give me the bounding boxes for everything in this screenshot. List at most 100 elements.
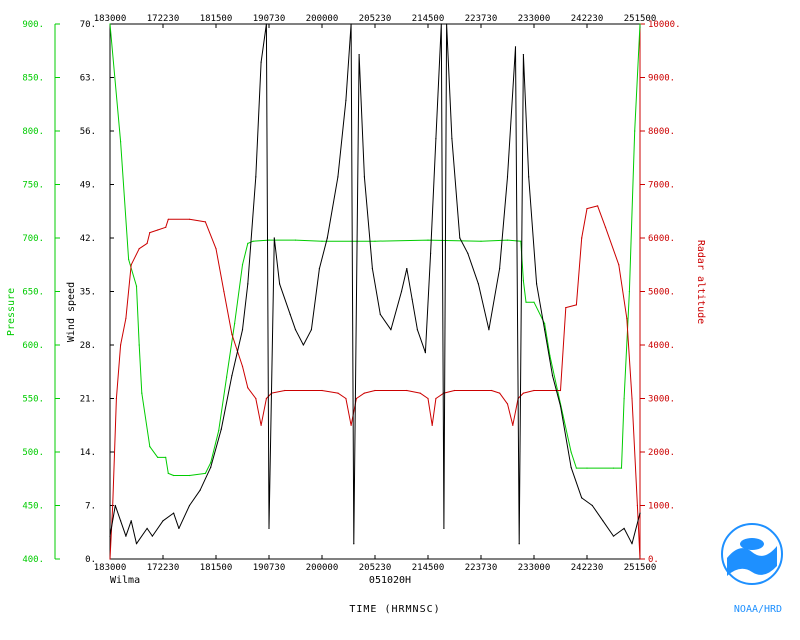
x-tick-label-bottom: 205230 (359, 563, 392, 573)
pressure-axis-title: Pressure (6, 288, 17, 336)
data-point-radar-altitude (125, 317, 127, 319)
data-point-wind-speed (199, 489, 201, 491)
data-point-wind-speed (350, 23, 352, 25)
data-point-pressure (520, 240, 522, 242)
data-point-wind-speed (255, 176, 257, 178)
data-point-radar-altitude (586, 208, 588, 210)
pressure-tick-label: 700. (22, 234, 44, 244)
data-point-radar-altitude (247, 387, 249, 389)
data-point-wind-speed (544, 329, 546, 331)
data-point-wind-speed (639, 512, 641, 514)
data-point-radar-altitude (512, 424, 514, 426)
logo-text: NOAA/HRD (734, 604, 782, 615)
data-point-wind-speed (602, 520, 604, 522)
data-point-pressure (149, 446, 151, 448)
data-point-wind-speed (390, 329, 392, 331)
data-point-radar-altitude (435, 397, 437, 400)
data-point-wind-speed (326, 237, 328, 239)
date-label: 051020H (369, 575, 411, 586)
x-tick-label-top: 183000 (94, 14, 127, 24)
data-point-radar-altitude (491, 389, 493, 392)
data-point-pressure (639, 23, 641, 25)
data-point-pressure (634, 130, 636, 132)
data-point-wind-speed (173, 512, 175, 514)
data-point-radar-altitude (115, 397, 117, 400)
altitude-tick-label: 10000. (648, 20, 681, 30)
data-point-wind-speed (424, 352, 426, 354)
data-point-radar-altitude (345, 397, 347, 400)
data-point-pressure (525, 301, 527, 303)
data-point-radar-altitude (522, 392, 525, 394)
data-point-radar-altitude (639, 558, 641, 560)
data-point-wind-speed (265, 23, 267, 25)
data-point-wind-speed (162, 520, 164, 522)
x-tick-label-bottom: 223730 (465, 563, 498, 573)
x-tick-label-bottom: 200000 (306, 563, 339, 573)
data-point-pressure (533, 301, 535, 303)
data-point-wind-speed (302, 344, 304, 346)
pressure-tick-label: 800. (22, 127, 44, 137)
data-point-pressure (612, 467, 615, 469)
x-tick-label-bottom: 190730 (253, 563, 286, 573)
x-tick-label-bottom: 242230 (571, 563, 604, 573)
altitude-tick-label: 5000. (648, 288, 675, 298)
data-point-pressure (173, 474, 175, 477)
data-point-wind-speed (536, 283, 538, 285)
data-point-pressure (141, 392, 143, 394)
pressure-tick-label: 650. (22, 288, 44, 298)
x-tick-label-top: 214500 (412, 14, 445, 24)
data-point-pressure (241, 264, 244, 266)
x-tick-label-bottom: 233000 (518, 563, 551, 573)
data-point-wind-speed (273, 237, 275, 239)
data-point-pressure (128, 258, 130, 260)
data-point-wind-speed (631, 543, 633, 545)
data-point-radar-altitude (165, 226, 167, 228)
data-point-wind-speed (581, 497, 583, 499)
data-point-radar-altitude (260, 424, 262, 426)
pressure-tick-label: 500. (22, 448, 44, 458)
data-point-radar-altitude (636, 504, 639, 507)
data-point-radar-altitude (631, 397, 633, 400)
data-point-radar-altitude (223, 290, 225, 293)
wind-tick-label: 7. (85, 502, 96, 512)
data-point-radar-altitude (265, 397, 267, 400)
data-point-pressure (252, 240, 254, 242)
data-point-radar-altitude (321, 389, 323, 392)
x-tick-label-top: 223730 (465, 14, 498, 24)
data-point-wind-speed (506, 176, 509, 178)
wind-tick-label: 35. (80, 288, 96, 298)
data-point-wind-speed (120, 520, 122, 522)
data-point-radar-altitude (431, 424, 433, 426)
altitude-tick-label: 3000. (648, 395, 675, 405)
data-point-wind-speed (570, 466, 572, 468)
data-point-wind-speed (151, 535, 153, 537)
data-point-radar-altitude (350, 424, 352, 426)
data-point-radar-altitude (453, 389, 456, 392)
wind-tick-label: 70. (80, 20, 96, 30)
wind-tick-label: 42. (80, 234, 96, 244)
data-point-pressure (138, 344, 140, 346)
data-point-wind-speed (446, 23, 448, 25)
data-point-pressure (167, 472, 169, 474)
x-tick-label-top: 205230 (359, 14, 392, 24)
x-tick-label-top: 251500 (624, 14, 657, 24)
pressure-tick-label: 600. (22, 341, 44, 351)
data-point-pressure (628, 290, 631, 293)
data-point-wind-speed (528, 176, 530, 178)
data-point-wind-speed (353, 543, 355, 545)
data-point-radar-altitude (255, 397, 257, 400)
pressure-tick-label: 850. (22, 74, 44, 84)
data-point-wind-speed (379, 313, 381, 315)
x-tick-label-top: 200000 (306, 14, 339, 24)
altitude-tick-label: 4000. (648, 341, 675, 351)
data-point-wind-speed (231, 375, 233, 377)
data-point-radar-altitude (112, 504, 114, 507)
altitude-axis-title: Radar altitude (695, 240, 706, 324)
data-point-pressure (480, 240, 482, 242)
data-point-wind-speed (135, 543, 138, 545)
data-point-wind-speed (146, 527, 148, 530)
data-point-wind-speed (522, 54, 525, 56)
wind-tick-label: 49. (80, 181, 96, 191)
data-point-wind-speed (358, 54, 360, 56)
series-line-radar-altitude (109, 205, 641, 560)
